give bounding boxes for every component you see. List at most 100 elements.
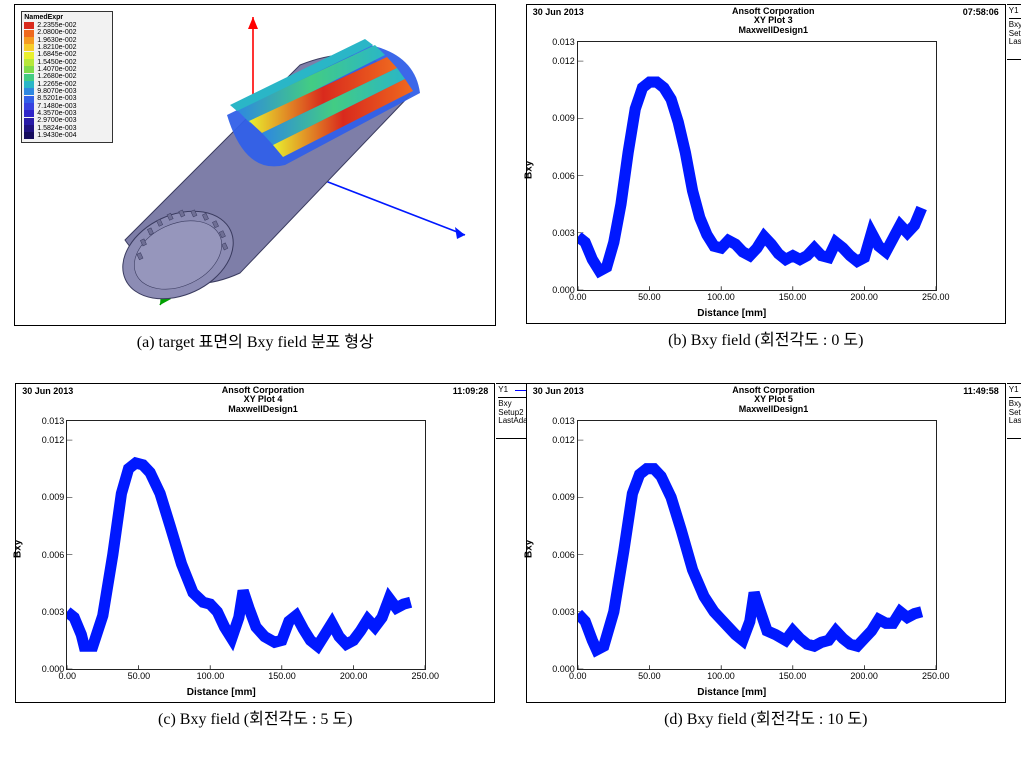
panel-d-caption: (d) Bxy field (회전각도 : 10 도) — [664, 705, 867, 729]
colorbar-swatch — [24, 132, 34, 139]
colorbar-entry: 1.9430e-004 — [24, 132, 110, 139]
series-line — [67, 463, 411, 646]
colorbar-entry: 2.9700e-003 — [24, 117, 110, 124]
colorbar-entry: 1.6845e-002 — [24, 51, 110, 58]
xtick-label: 100.00 — [197, 669, 225, 681]
colorbar-entry: 1.5450e-002 — [24, 59, 110, 66]
xtick-label: 150.00 — [779, 290, 807, 302]
colorbar-title: NamedExpr — [24, 14, 110, 21]
plot-c-frame[interactable]: 30 Jun 2013Ansoft CorporationXY Plot 4Ma… — [15, 383, 495, 703]
plot-legend: Y1BxySetup2 : LastAda — [1007, 383, 1021, 439]
colorbar-value: 1.2265e-002 — [37, 81, 76, 88]
legend-meta2: Setup2 : LastAda — [1009, 30, 1021, 48]
plot-ylabel: Bxy — [523, 540, 534, 558]
panel-d-cell: 30 Jun 2013Ansoft CorporationXY Plot 5Ma… — [515, 383, 1018, 754]
colorbar-entry: 1.4070e-002 — [24, 66, 110, 73]
ytick-label: 0.003 — [552, 607, 578, 617]
colorbar-value: 2.9700e-003 — [37, 117, 76, 124]
ytick-label: 0.009 — [552, 113, 578, 123]
panel-b-cell: 30 Jun 2013 Ansoft CorporationXY Plot 3Ma… — [515, 4, 1018, 375]
panel-a-viewport[interactable]: NamedExpr 2.2355e-0022.0800e-0021.9630e-… — [14, 4, 496, 326]
figure-grid: NamedExpr 2.2355e-0022.0800e-0021.9630e-… — [0, 0, 1021, 758]
colorbar-value: 9.8070e-003 — [37, 88, 76, 95]
colorbar-swatch — [24, 81, 34, 88]
colorbar-entry: 2.0800e-002 — [24, 29, 110, 36]
plot-title-block: Ansoft CorporationXY Plot 3MaxwellDesign… — [732, 7, 815, 35]
ytick-label: 0.012 — [552, 435, 578, 445]
plot-header: 30 Jun 2013 Ansoft CorporationXY Plot 3Ma… — [527, 5, 1005, 37]
ytick-label: 0.012 — [42, 435, 68, 445]
colorbar-swatch — [24, 30, 34, 37]
colorbar-entry: 1.9630e-002 — [24, 37, 110, 44]
panel-c-caption: (c) Bxy field (회전각도 : 5 도) — [158, 705, 352, 729]
plot-design: MaxwellDesign1 — [228, 404, 298, 414]
colorbar-value: 8.5201e-003 — [37, 95, 76, 102]
ytick-label: 0.013 — [42, 416, 68, 426]
plot-date: 30 Jun 2013 — [22, 386, 73, 414]
legend-series-name: Y1 — [1009, 7, 1019, 16]
panel-a-cell: NamedExpr 2.2355e-0022.0800e-0021.9630e-… — [4, 4, 507, 375]
plot-area: 0.0050.00100.00150.00200.00250.000.0000.… — [577, 420, 937, 670]
xtick-label: 50.00 — [638, 290, 661, 302]
ytick-label: 0.003 — [552, 228, 578, 238]
plot-ylabel: Bxy — [523, 161, 534, 179]
plot-time: 07:58:06 — [963, 7, 999, 35]
colorbar-value: 4.3570e-003 — [37, 110, 76, 117]
xtick-label: 250.00 — [411, 669, 439, 681]
colorbar-value: 1.6845e-002 — [37, 51, 76, 58]
xtick-label: 50.00 — [128, 669, 151, 681]
colorbar-entries: 2.2355e-0022.0800e-0021.9630e-0021.8210e… — [24, 22, 110, 140]
legend-series-name: Y1 — [1009, 386, 1019, 395]
ytick-label: 0.006 — [42, 550, 68, 560]
colorbar-swatch — [24, 44, 34, 51]
plot-ylabel: Bxy — [13, 540, 24, 558]
plot-legend: Y1BxySetup2 : LastAda — [1007, 4, 1021, 60]
panel-c-cell: 30 Jun 2013Ansoft CorporationXY Plot 4Ma… — [4, 383, 507, 754]
page-root: NamedExpr 2.2355e-0022.0800e-0021.9630e-… — [0, 0, 1021, 758]
plot-design: MaxwellDesign1 — [739, 404, 809, 414]
ytick-label: 0.006 — [552, 550, 578, 560]
plot-xlabel: Distance [mm] — [527, 687, 937, 698]
colorbar-value: 1.9630e-002 — [37, 37, 76, 44]
ytick-label: 0.012 — [552, 56, 578, 66]
xtick-label: 200.00 — [340, 669, 368, 681]
colorbar-swatch — [24, 74, 34, 81]
colorbar-swatch — [24, 103, 34, 110]
colorbar-value: 1.8210e-002 — [37, 44, 76, 51]
colorbar-value: 1.2680e-002 — [37, 73, 76, 80]
colorbar-entry: 4.3570e-003 — [24, 110, 110, 117]
colorbar-entry: 7.1480e-003 — [24, 103, 110, 110]
xtick-label: 200.00 — [850, 290, 878, 302]
colorbar-entry: 1.2265e-002 — [24, 81, 110, 88]
plot-svg — [578, 42, 936, 290]
legend-meta2: Setup2 : LastAda — [1009, 409, 1021, 427]
xtick-label: 150.00 — [268, 669, 296, 681]
xtick-label: 100.00 — [707, 290, 735, 302]
colorbar-value: 7.1480e-003 — [37, 103, 76, 110]
colorbar-swatch — [24, 118, 34, 125]
xtick-label: 200.00 — [850, 669, 878, 681]
colorbar-entry: 1.8210e-002 — [24, 44, 110, 51]
ytick-label: 0.013 — [552, 37, 578, 47]
plot-d-frame[interactable]: 30 Jun 2013Ansoft CorporationXY Plot 5Ma… — [526, 383, 1006, 703]
colorbar-value: 1.9430e-004 — [37, 132, 76, 139]
plot-date: 30 Jun 2013 — [533, 386, 584, 414]
plot-svg — [578, 421, 936, 669]
xtick-label: 150.00 — [779, 669, 807, 681]
colorbar-entry: 1.5824e-003 — [24, 125, 110, 132]
colorbar-swatch — [24, 37, 34, 44]
plot-xlabel: Distance [mm] — [16, 687, 426, 698]
ytick-label: 0.000 — [552, 664, 578, 674]
colorbar-value: 2.2355e-002 — [37, 22, 76, 29]
plot-date: 30 Jun 2013 — [533, 7, 584, 35]
ytick-label: 0.000 — [42, 664, 68, 674]
plot-svg — [67, 421, 425, 669]
series-line — [578, 469, 922, 650]
panel-a-caption: (a) target 표면의 Bxy field 분포 형상 — [137, 328, 374, 352]
plot-design: MaxwellDesign1 — [738, 25, 808, 35]
colorbar-swatch — [24, 59, 34, 66]
plot-time: 11:49:58 — [963, 386, 999, 414]
plot-xlabel: Distance [mm] — [527, 308, 937, 319]
plot-b-frame[interactable]: 30 Jun 2013 Ansoft CorporationXY Plot 3Ma… — [526, 4, 1006, 324]
plot-area: 0.0050.00100.00150.00200.00250.000.0000.… — [66, 420, 426, 670]
